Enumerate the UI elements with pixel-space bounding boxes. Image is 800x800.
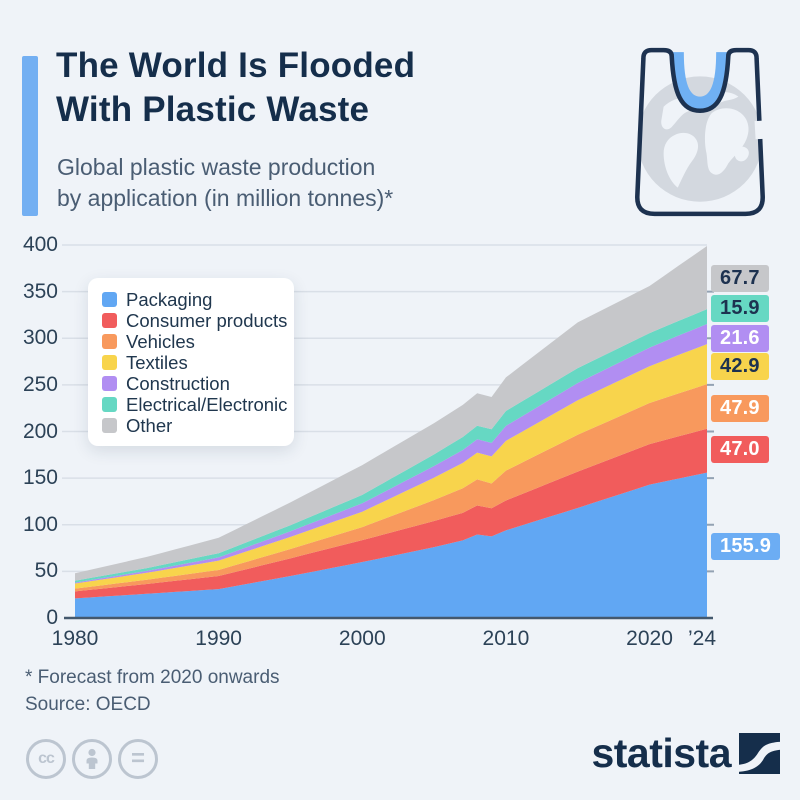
forecast-footnote: * Forecast from 2020 onwards (25, 667, 280, 688)
legend-swatch (102, 397, 117, 412)
subtitle-line-1: Global plastic waste production (57, 154, 376, 180)
title-accent-bar (22, 56, 38, 216)
value-badge-consumer-products: 47.0 (711, 435, 769, 463)
cc-icon: cc (26, 739, 66, 779)
plastic-bag-globe-icon (635, 47, 765, 217)
x-tick-label-2024: ’24 (687, 627, 717, 650)
legend-item-vehicles: Vehicles (102, 331, 280, 352)
x-tick-label-1990: 1990 (195, 627, 242, 650)
statista-wordmark: statista (591, 730, 731, 776)
legend-item-consumer-products: Consumer products (102, 310, 287, 331)
legend-item-construction: Construction (102, 373, 280, 394)
legend-swatch (102, 292, 117, 307)
subtitle-line-2: by application (in million tonnes)* (57, 185, 394, 211)
statista-logo: statista (591, 730, 786, 777)
value-badge-packaging: 155.9 (711, 532, 781, 560)
legend-swatch (102, 313, 117, 328)
y-tick-label-100: 100 (22, 512, 58, 536)
x-tick-label-2000: 2000 (338, 627, 386, 650)
legend-swatch (102, 418, 117, 433)
legend-label: Consumer products (126, 309, 288, 331)
legend-swatch (102, 334, 117, 349)
legend-label: Packaging (126, 288, 213, 310)
legend-label: Construction (126, 372, 230, 394)
title-line-1: The World Is Flooded (56, 46, 416, 85)
x-tick-label-2020: 2020 (626, 627, 673, 650)
legend-label: Other (126, 414, 173, 436)
y-tick-label-50: 50 (34, 559, 58, 583)
x-tick-label-1980: 1980 (51, 627, 99, 650)
statista-logo-mark (733, 733, 786, 774)
y-tick-label-0: 0 (46, 606, 58, 629)
y-tick-label-200: 200 (22, 419, 58, 443)
legend-item-textiles: Textiles (102, 352, 280, 373)
title-line-2: With Plastic Waste (56, 90, 370, 129)
y-tick-label-400: 400 (22, 233, 58, 256)
legend-item-packaging: Packaging (102, 289, 280, 310)
area-consumer-products (75, 428, 707, 599)
y-tick-label-150: 150 (22, 466, 58, 490)
y-tick-label-350: 350 (22, 279, 58, 303)
y-tick-label-250: 250 (22, 372, 58, 396)
page-title: The World Is Flooded With Plastic Waste (56, 44, 415, 132)
y-tick-label-300: 300 (22, 326, 58, 350)
legend-item-electrical-electronic: Electrical/Electronic (102, 394, 287, 415)
legend-label: Electrical/Electronic (126, 393, 288, 415)
value-badge-construction: 21.6 (711, 324, 769, 352)
legend-label: Textiles (126, 351, 188, 373)
chart-legend: Packaging Consumer products Vehicles Textil… (88, 278, 294, 446)
legend-item-other: Other (102, 415, 280, 436)
value-badge-other: 67.7 (711, 264, 769, 292)
creative-commons-license: cc = (26, 739, 158, 779)
x-tick-label-2010: 2010 (482, 627, 530, 650)
value-badge-vehicles: 47.9 (711, 394, 769, 422)
page-subtitle: Global plastic waste production by appli… (57, 152, 393, 214)
equals-icon: = (118, 739, 158, 779)
legend-swatch (102, 376, 117, 391)
legend-swatch (102, 355, 117, 370)
value-badge-textiles: 42.9 (711, 352, 769, 380)
source-note: Source: OECD (25, 694, 151, 715)
value-badge-electrical-electronic: 15.9 (711, 294, 769, 322)
legend-label: Vehicles (126, 330, 195, 352)
attribution-person-icon (72, 739, 112, 779)
area-packaging (75, 472, 707, 618)
